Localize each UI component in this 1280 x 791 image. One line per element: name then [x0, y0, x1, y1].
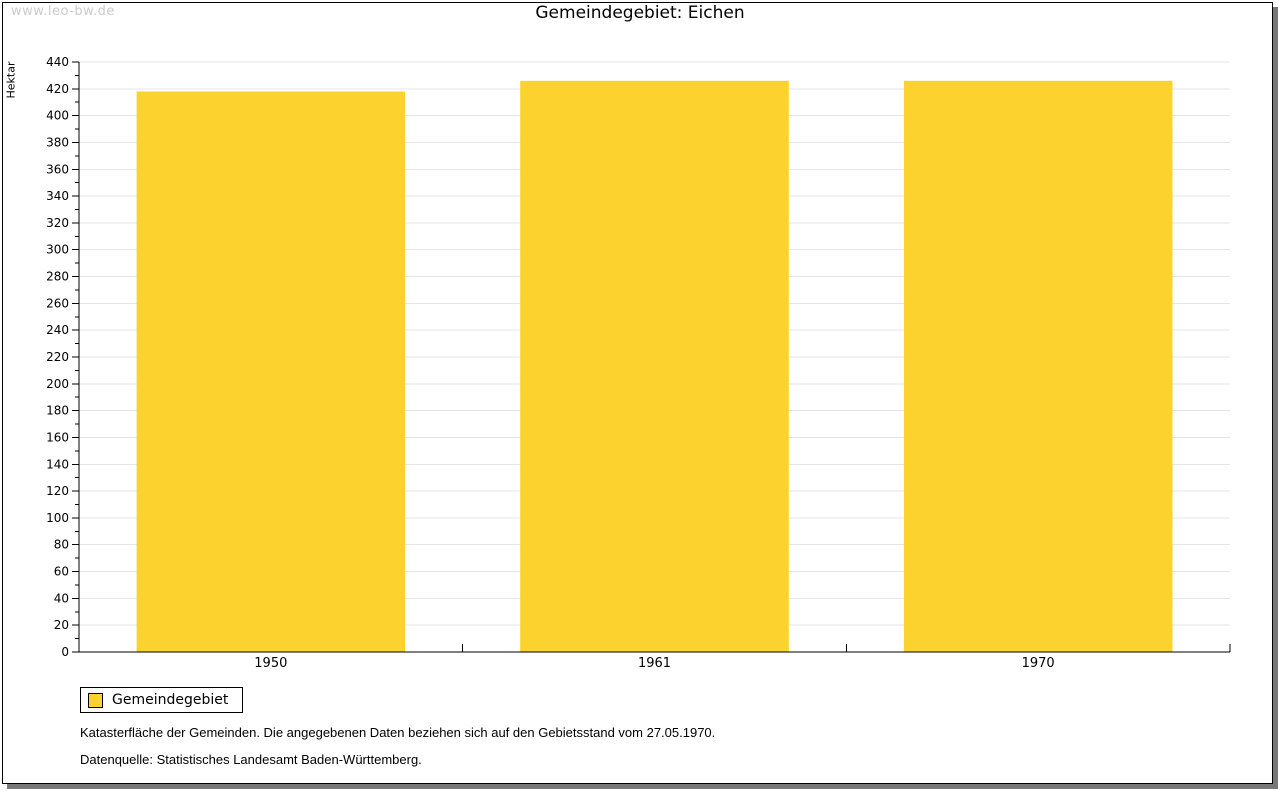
bar-1970: [903, 80, 1173, 653]
footnote-data-source: Datenquelle: Statistisches Landesamt Bad…: [80, 752, 422, 767]
y-tick-label: 100: [46, 511, 69, 525]
chart-title: Gemeindegebiet: Eichen: [535, 3, 745, 23]
bar-1961: [520, 80, 789, 653]
x-category-label: 1970: [1022, 656, 1055, 671]
y-tick-label: 320: [46, 216, 69, 230]
y-tick-label: 240: [46, 323, 69, 337]
y-tick-label: 260: [46, 296, 69, 310]
legend-label: Gemeindegebiet: [112, 692, 229, 708]
y-tick-label: 60: [54, 565, 69, 579]
y-tick-label: 0: [61, 645, 69, 659]
y-tick-label: 440: [46, 55, 69, 69]
watermark: www.leo-bw.de: [11, 4, 115, 19]
y-tick-label: 400: [46, 109, 69, 123]
y-tick-label: 340: [46, 189, 69, 203]
y-tick-label: 40: [54, 591, 69, 605]
y-tick-label: 80: [54, 538, 69, 552]
y-tick-label: 420: [46, 82, 69, 96]
y-tick-label: 220: [46, 350, 69, 364]
legend-swatch-icon: [88, 692, 103, 708]
y-tick-label: 160: [46, 430, 69, 444]
y-tick-label: 180: [46, 404, 69, 418]
x-category-label: 1950: [254, 656, 287, 671]
y-tick-label: 300: [46, 243, 69, 257]
y-tick-label: 20: [54, 618, 69, 632]
y-tick-label: 140: [46, 457, 69, 471]
legend: Gemeindegebiet: [80, 687, 244, 713]
y-tick-label: 120: [46, 484, 69, 498]
x-category-label: 1961: [638, 656, 671, 671]
y-tick-label: 360: [46, 162, 69, 176]
y-tick-label: 380: [46, 135, 69, 149]
y-tick-label: 200: [46, 377, 69, 391]
bar-1950: [136, 91, 406, 652]
footnote-source-note: Katasterfläche der Gemeinden. Die angege…: [80, 725, 716, 740]
y-tick-label: 280: [46, 270, 69, 284]
